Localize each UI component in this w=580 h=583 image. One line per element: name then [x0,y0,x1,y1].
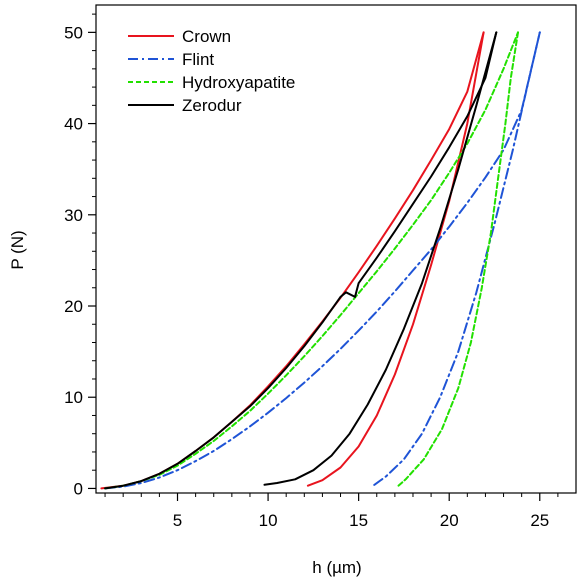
plot-frame [95,4,577,494]
series-hydroxyapatite [104,31,519,490]
x-tick-label: 15 [349,511,368,530]
zerodur-loading-curve [104,31,498,490]
legend-label-crown: Crown [182,27,231,46]
y-tick-label: 10 [64,388,83,407]
y-tick-label: 30 [64,206,83,225]
x-axis-ticks: 5 10 15 20 25 [104,493,559,530]
legend: Crown Flint Hydroxyapatite Zerodur [128,27,295,115]
flint-unloading-curve [372,31,541,487]
series-flint [104,31,541,490]
legend-label-zerodur: Zerodur [182,96,242,115]
y-tick-label: 40 [64,115,83,134]
y-tick-label: 0 [74,479,83,498]
series-zerodur [104,31,498,490]
legend-label-hydroxyapatite: Hydroxyapatite [182,73,295,92]
flint-loading-curve [104,31,541,490]
x-tick-label: 20 [440,511,459,530]
hydroxyapatite-loading-curve [104,31,519,490]
y-tick-label: 50 [64,23,83,42]
crown-unloading-curve [306,31,485,487]
series-layer [100,31,541,490]
x-tick-label: 25 [530,511,549,530]
series-crown [100,31,485,490]
y-axis-ticks: 0 10 20 30 40 50 [64,13,96,498]
crown-loading-curve [100,31,485,490]
x-tick-label: 5 [173,511,182,530]
x-axis-title: h (µm) [312,558,361,577]
zerodur-unloading-curve [263,31,498,486]
legend-label-flint: Flint [182,50,214,69]
plot-area-border [95,4,577,494]
x-tick-label: 10 [259,511,278,530]
y-axis-title: P (N) [8,230,27,269]
y-tick-label: 20 [64,297,83,316]
hydroxyapatite-unloading-curve [397,31,519,487]
